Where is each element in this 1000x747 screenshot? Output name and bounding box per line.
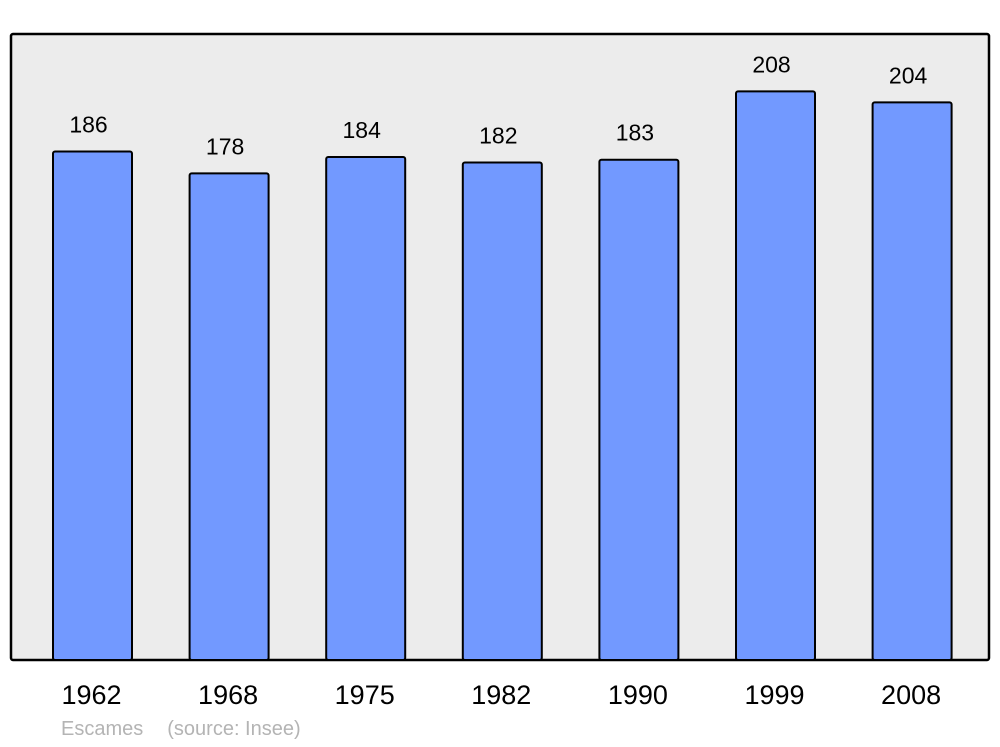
data-label-1990: 183 [616, 120, 654, 146]
data-label-1982: 182 [479, 122, 517, 148]
footer-source: (source: Insee) [167, 718, 301, 740]
bar-2008 [871, 101, 953, 661]
x-tick-label-1982: 1982 [471, 680, 531, 710]
x-tick-label-1990: 1990 [608, 680, 668, 710]
x-tick-label-1975: 1975 [335, 680, 395, 710]
x-tick-label-1962: 1962 [61, 680, 121, 710]
bar-1982 [461, 161, 543, 661]
data-label-1968: 178 [206, 133, 244, 159]
bar-1968 [188, 172, 270, 661]
x-tick-label-2008: 2008 [881, 680, 941, 710]
data-label-1975: 184 [343, 117, 382, 143]
data-label-1962: 186 [69, 112, 107, 138]
footer: Escames (source: Insee) [61, 718, 325, 741]
data-label-1999: 208 [752, 51, 790, 77]
bar-1975 [325, 156, 407, 662]
bar-1962 [52, 150, 133, 662]
data-label-2008: 204 [889, 62, 928, 88]
bar-1999 [735, 90, 816, 661]
x-tick-label-1968: 1968 [198, 680, 258, 710]
footer-place: Escames [61, 718, 144, 740]
x-tick-label-1999: 1999 [744, 680, 804, 710]
bar-1990 [598, 158, 680, 661]
